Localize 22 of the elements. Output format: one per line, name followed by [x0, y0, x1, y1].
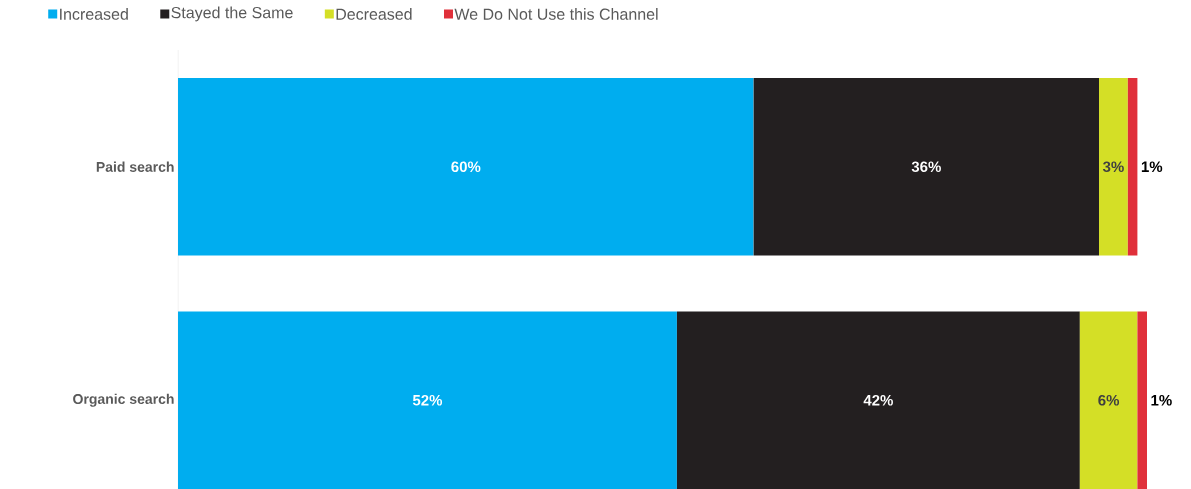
bar [1127, 78, 1138, 256]
legend-label: Decreased [336, 8, 412, 20]
bar [178, 311, 677, 489]
bar [753, 78, 1100, 256]
data-label: 6% [1098, 394, 1120, 406]
legend-label: Increased [60, 8, 128, 20]
bar [1137, 311, 1147, 489]
data-label: 42% [863, 394, 893, 406]
data-label: 36% [911, 161, 941, 173]
bar [1079, 311, 1138, 489]
bar [676, 311, 1080, 489]
data-label: 1% [1141, 161, 1163, 173]
data-label: 60% [451, 161, 481, 173]
legend-label: We Do Not Use this Channel [454, 8, 658, 20]
data-label: 1% [1151, 394, 1172, 406]
y-tick-label: Paid search [96, 161, 174, 172]
data-label: 3% [1102, 161, 1124, 173]
bar [178, 78, 754, 256]
legend-label: Stayed the Same [171, 6, 293, 22]
bar [1099, 78, 1128, 256]
y-tick-label: Organic search [73, 393, 174, 407]
data-label: 52% [412, 394, 443, 406]
